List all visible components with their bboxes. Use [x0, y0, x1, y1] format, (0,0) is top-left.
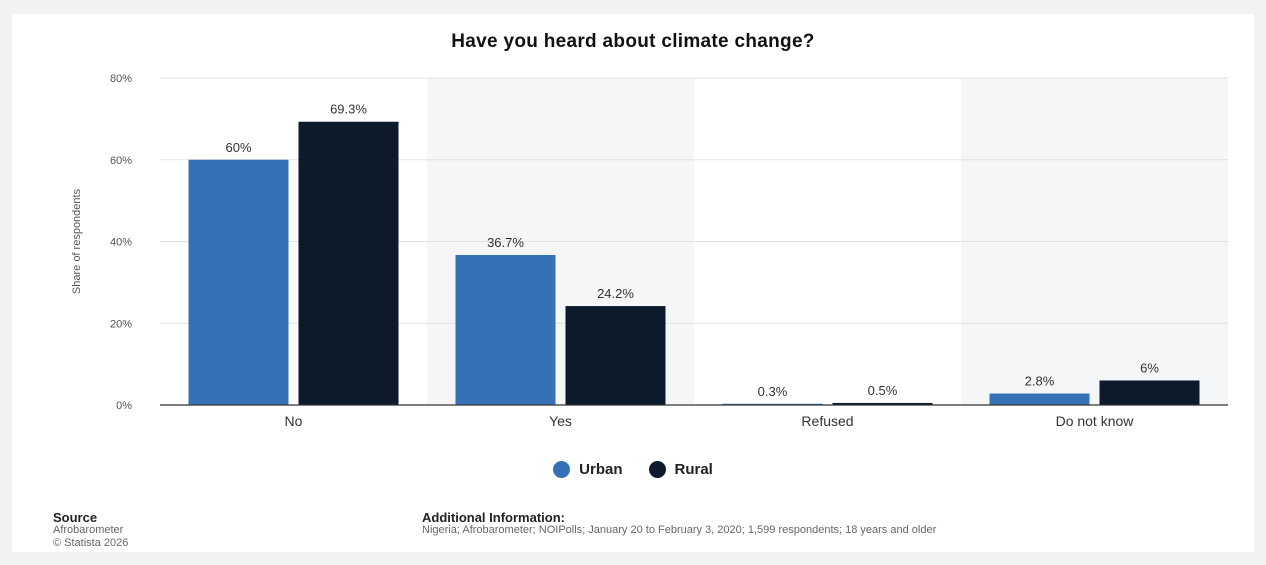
x-tick-label: No — [285, 413, 303, 429]
chart-card: Have you heard about climate change? 0% 2… — [12, 14, 1254, 552]
y-axis-label: Share of respondents — [71, 188, 83, 294]
data-label: 24.2% — [597, 286, 634, 301]
y-tick-label: 60% — [110, 155, 132, 167]
source-block: Source Afrobarometer © Statista 2026 — [53, 511, 128, 550]
chart-title: Have you heard about climate change? — [451, 31, 815, 52]
y-tick-label: 80% — [110, 73, 132, 85]
bar-urban-refused[interactable] — [722, 403, 823, 405]
legend-label-rural: Rural — [674, 461, 713, 478]
x-tick-label: Refused — [801, 413, 853, 429]
bar-urban-do-not-know[interactable] — [989, 393, 1090, 405]
source-name[interactable]: Afrobarometer — [53, 524, 124, 536]
additional-info-heading[interactable]: Additional Information: — [422, 510, 565, 525]
bar-chart: 0% 20% 40% 60% 80% Share of respondents 60% 69.… — [71, 73, 1228, 429]
source-heading: Source — [53, 510, 98, 525]
x-tick-label: Yes — [549, 413, 572, 429]
data-label: 2.8% — [1025, 374, 1055, 389]
bar-rural-do-not-know[interactable] — [1099, 380, 1200, 405]
bar-rural-refused[interactable] — [832, 402, 933, 405]
y-tick-label: 0% — [116, 400, 132, 412]
data-label: 60% — [225, 140, 251, 155]
legend-swatch-rural — [648, 461, 666, 478]
legend-swatch-urban — [553, 461, 571, 478]
additional-info-text: Nigeria; Afrobarometer; NOIPolls; Januar… — [422, 524, 937, 536]
legend-label-urban: Urban — [579, 461, 623, 478]
x-tick-label: Do not know — [1056, 413, 1135, 429]
data-label: 6% — [1140, 360, 1159, 375]
y-tick-label: 40% — [110, 237, 132, 249]
bar-rural-no[interactable] — [298, 121, 399, 405]
bar-urban-yes[interactable] — [455, 254, 556, 405]
bar-urban-no[interactable] — [188, 159, 289, 405]
legend-item-rural[interactable]: Rural — [648, 461, 713, 478]
data-label: 36.7% — [487, 235, 524, 250]
data-label: 0.3% — [758, 384, 788, 399]
y-tick-label: 20% — [110, 318, 132, 330]
bar-rural-yes[interactable] — [565, 306, 666, 405]
additional-info-block: Additional Information: Nigeria; Afrobar… — [422, 511, 936, 537]
data-label: 69.3% — [330, 102, 367, 117]
chart-legend: Urban Rural — [12, 461, 1254, 478]
legend-item-urban[interactable]: Urban — [553, 461, 623, 478]
copyright[interactable]: © Statista 2026 — [53, 537, 129, 549]
data-label: 0.5% — [868, 383, 898, 398]
